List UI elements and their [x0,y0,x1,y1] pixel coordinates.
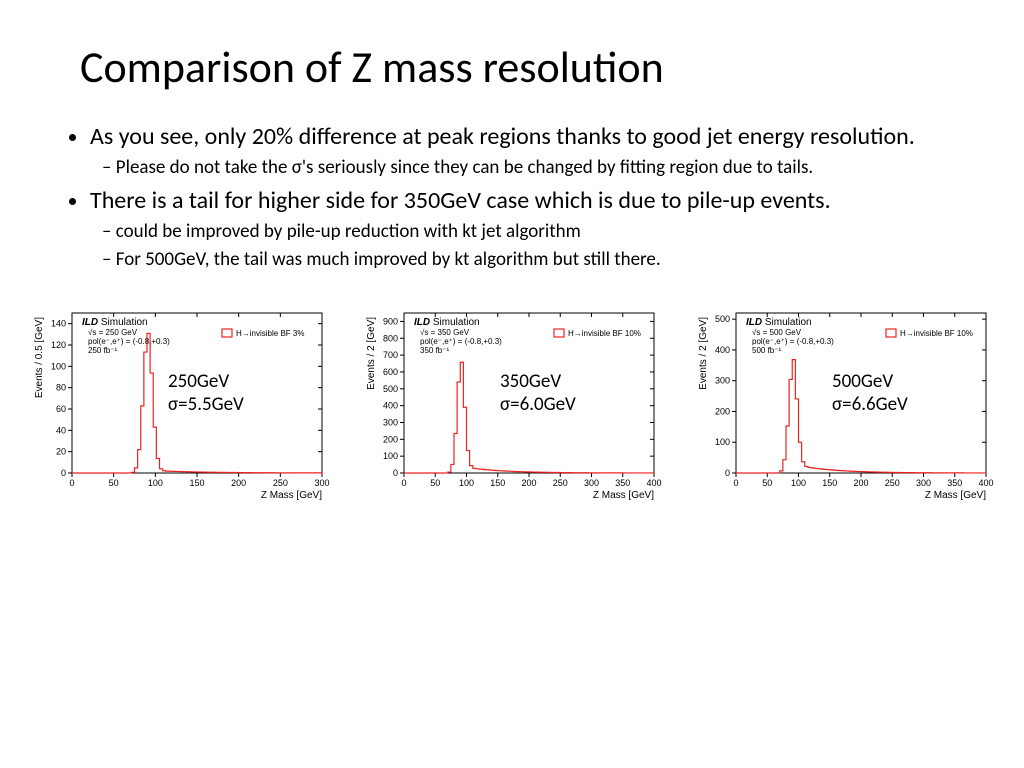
svg-text:200: 200 [383,435,398,445]
svg-text:pol(e⁻,e⁺) = (-0.8,+0.3): pol(e⁻,e⁺) = (-0.8,+0.3) [88,337,170,346]
chart-500-annot-energy: 500GeV [832,371,908,394]
svg-text:50: 50 [109,478,119,488]
svg-text:Events / 2 [GeV]: Events / 2 [GeV] [698,317,709,390]
svg-text:40: 40 [56,426,66,436]
svg-text:pol(e⁻,e⁺) = (-0.8,+0.3): pol(e⁻,e⁺) = (-0.8,+0.3) [752,337,834,346]
svg-text:800: 800 [383,334,398,344]
bullet-2: There is a tail for higher side for 350G… [90,186,984,272]
svg-text:0: 0 [733,478,738,488]
svg-text:400: 400 [383,401,398,411]
bullet-2-text: There is a tail for higher side for 350G… [90,186,831,215]
svg-text:80: 80 [56,383,66,393]
svg-text:0: 0 [725,468,730,478]
chart-500gev: 0 50 100 150 200 250 300 350 400 0 100 200 300 400 500… [694,301,994,506]
svg-text:250: 250 [885,478,900,488]
svg-text:400: 400 [715,345,730,355]
svg-text:350: 350 [615,478,630,488]
svg-text:ILD Simulation: ILD Simulation [82,317,148,328]
page-title: Comparison of Z mass resolution [80,40,994,94]
svg-text:Events / 0.5 [GeV]: Events / 0.5 [GeV] [34,317,45,398]
chart-350-annotation: 350GeVσ=6.0GeV [500,371,576,417]
svg-text:200: 200 [231,478,246,488]
chart-350-annot-sigma: σ=6.0GeV [500,394,576,417]
svg-text:400: 400 [978,478,993,488]
bullet-1-sub-1: Please do not take the σ's seriously sin… [120,156,984,180]
chart-350gev: 0 50 100 150 200 250 300 350 400 0 100 200 300 400 500… [362,301,662,506]
svg-text:300: 300 [314,478,329,488]
svg-text:500: 500 [715,314,730,324]
svg-text:H→invisible BF 10%: H→invisible BF 10% [568,329,641,338]
svg-text:300: 300 [715,376,730,386]
svg-text:50: 50 [430,478,440,488]
svg-text:200: 200 [715,407,730,417]
svg-text:350 fb⁻¹: 350 fb⁻¹ [420,346,449,355]
svg-text:140: 140 [51,319,66,329]
chart-350-annot-energy: 350GeV [500,371,576,394]
svg-text:100: 100 [459,478,474,488]
svg-text:√s = 350 GeV: √s = 350 GeV [420,328,470,337]
svg-text:pol(e⁻,e⁺) = (-0.8,+0.3): pol(e⁻,e⁺) = (-0.8,+0.3) [420,337,502,346]
svg-text:150: 150 [189,478,204,488]
svg-text:Z Mass [GeV]: Z Mass [GeV] [593,490,654,501]
chart-250-annotation: 250GeVσ=5.5GeV [168,371,244,417]
svg-text:20: 20 [56,447,66,457]
svg-text:500 fb⁻¹: 500 fb⁻¹ [752,346,781,355]
svg-text:0: 0 [401,478,406,488]
svg-text:300: 300 [584,478,599,488]
charts-row: 0 50 100 150 200 250 300 0 20 40 60 80 100 120 140 Even… [30,301,994,506]
bullet-2-sub-2: For 500GeV, the tail was much improved b… [120,248,984,272]
svg-text:120: 120 [51,340,66,350]
svg-text:150: 150 [822,478,837,488]
svg-text:250: 250 [553,478,568,488]
bullet-list: As you see, only 20% difference at peak … [90,122,984,271]
svg-text:0: 0 [393,468,398,478]
svg-text:700: 700 [383,350,398,360]
svg-text:100: 100 [51,362,66,372]
svg-text:Z Mass [GeV]: Z Mass [GeV] [261,490,322,501]
chart-250gev: 0 50 100 150 200 250 300 0 20 40 60 80 100 120 140 Even… [30,301,330,506]
svg-text:Z Mass [GeV]: Z Mass [GeV] [925,490,986,501]
svg-text:ILD Simulation: ILD Simulation [414,317,480,328]
svg-text:600: 600 [383,367,398,377]
svg-text:100: 100 [791,478,806,488]
svg-text:ILD Simulation: ILD Simulation [746,317,812,328]
svg-text:300: 300 [383,418,398,428]
bullet-1: As you see, only 20% difference at peak … [90,122,984,180]
chart-500-annot-sigma: σ=6.6GeV [832,394,908,417]
svg-text:900: 900 [383,317,398,327]
svg-text:250 fb⁻¹: 250 fb⁻¹ [88,346,117,355]
svg-text:√s = 250 GeV: √s = 250 GeV [88,328,138,337]
svg-text:50: 50 [762,478,772,488]
bullet-1-text: As you see, only 20% difference at peak … [90,122,915,151]
chart-250-annot-sigma: σ=5.5GeV [168,394,244,417]
svg-text:300: 300 [916,478,931,488]
svg-text:0: 0 [69,478,74,488]
svg-text:200: 200 [521,478,536,488]
svg-text:500: 500 [383,384,398,394]
svg-text:100: 100 [715,437,730,447]
svg-text:√s = 500 GeV: √s = 500 GeV [752,328,802,337]
chart-250-annot-energy: 250GeV [168,371,244,394]
svg-text:150: 150 [490,478,505,488]
bullet-2-sub-1: could be improved by pile-up reduction w… [120,220,984,244]
svg-text:200: 200 [853,478,868,488]
svg-text:H→invisible BF 10%: H→invisible BF 10% [900,329,973,338]
svg-text:100: 100 [383,451,398,461]
svg-text:60: 60 [56,404,66,414]
svg-text:H→invisible BF 3%: H→invisible BF 3% [236,329,304,338]
svg-text:100: 100 [148,478,163,488]
svg-text:250: 250 [273,478,288,488]
svg-text:Events / 2 [GeV]: Events / 2 [GeV] [366,317,377,390]
chart-500-annotation: 500GeVσ=6.6GeV [832,371,908,417]
svg-text:0: 0 [61,468,66,478]
svg-text:350: 350 [947,478,962,488]
svg-text:400: 400 [646,478,661,488]
